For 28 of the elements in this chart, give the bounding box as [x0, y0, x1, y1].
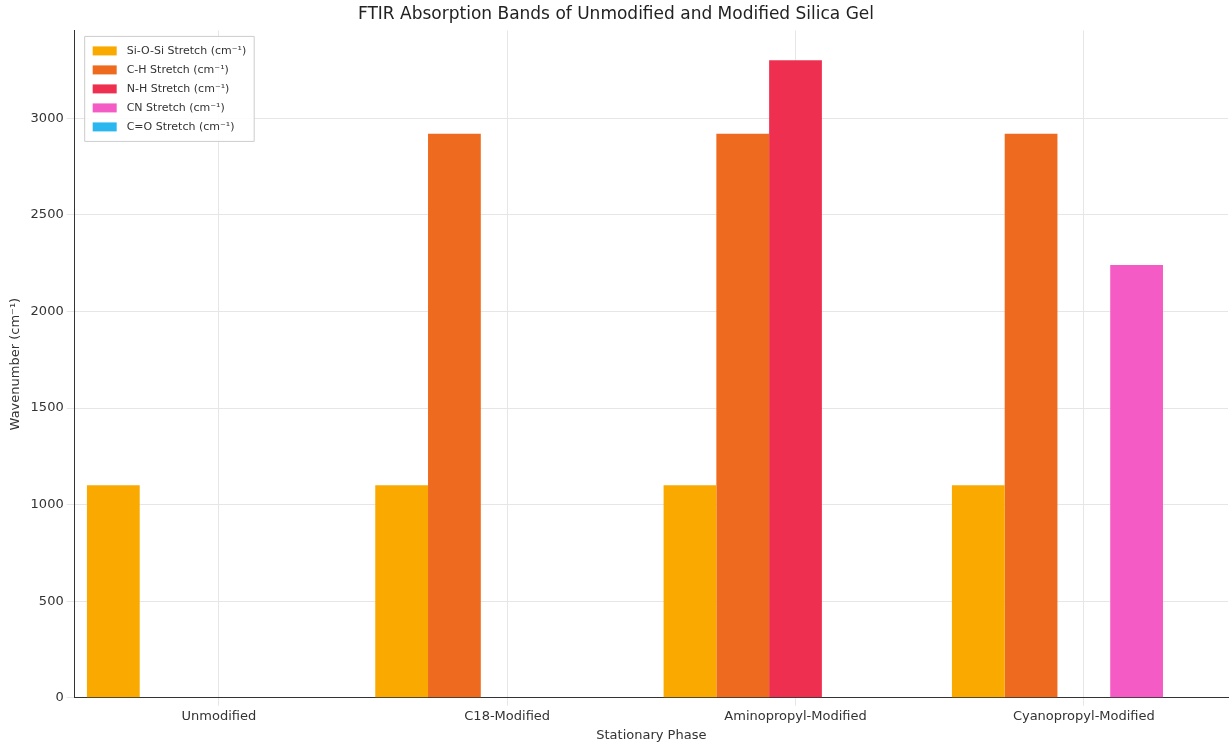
x-tick-label: Cyanopropyl-Modified [1012, 707, 1155, 723]
bar [769, 60, 822, 698]
y-axis-title: Wavenumber (cm⁻¹) [7, 297, 23, 431]
legend-label: C=O Stretch (cm⁻¹) [126, 120, 235, 134]
bar [663, 485, 717, 698]
bar [428, 133, 481, 698]
chart-title: FTIR Absorption Bands of Unmodified and Modified Silica Gel [357, 2, 875, 23]
legend-label: N-H Stretch (cm⁻¹) [126, 82, 230, 96]
y-tick-label: 0 [55, 689, 64, 705]
bar [86, 485, 140, 698]
bar [1110, 265, 1163, 698]
y-tick-label: 3000 [30, 109, 64, 125]
y-tick-label: 1000 [30, 496, 64, 512]
bar [716, 133, 770, 698]
bar [375, 485, 429, 698]
x-tick-label: C18-Modified [464, 707, 551, 723]
y-tick-label: 1500 [30, 399, 64, 415]
legend-label: CN Stretch (cm⁻¹) [126, 101, 225, 115]
bar [951, 485, 1005, 698]
x-tick-label: Unmodified [181, 707, 257, 723]
y-tick-label: 2500 [30, 206, 64, 222]
bar [1004, 133, 1058, 698]
y-tick-label: 2000 [30, 302, 64, 318]
y-tick-label: 500 [38, 592, 64, 608]
legend-label: C-H Stretch (cm⁻¹) [126, 63, 229, 77]
x-axis-title: Stationary Phase [596, 726, 707, 742]
legend-label: Si-O-Si Stretch (cm⁻¹) [126, 44, 247, 58]
x-tick-label: Aminopropyl-Modified [724, 707, 867, 723]
